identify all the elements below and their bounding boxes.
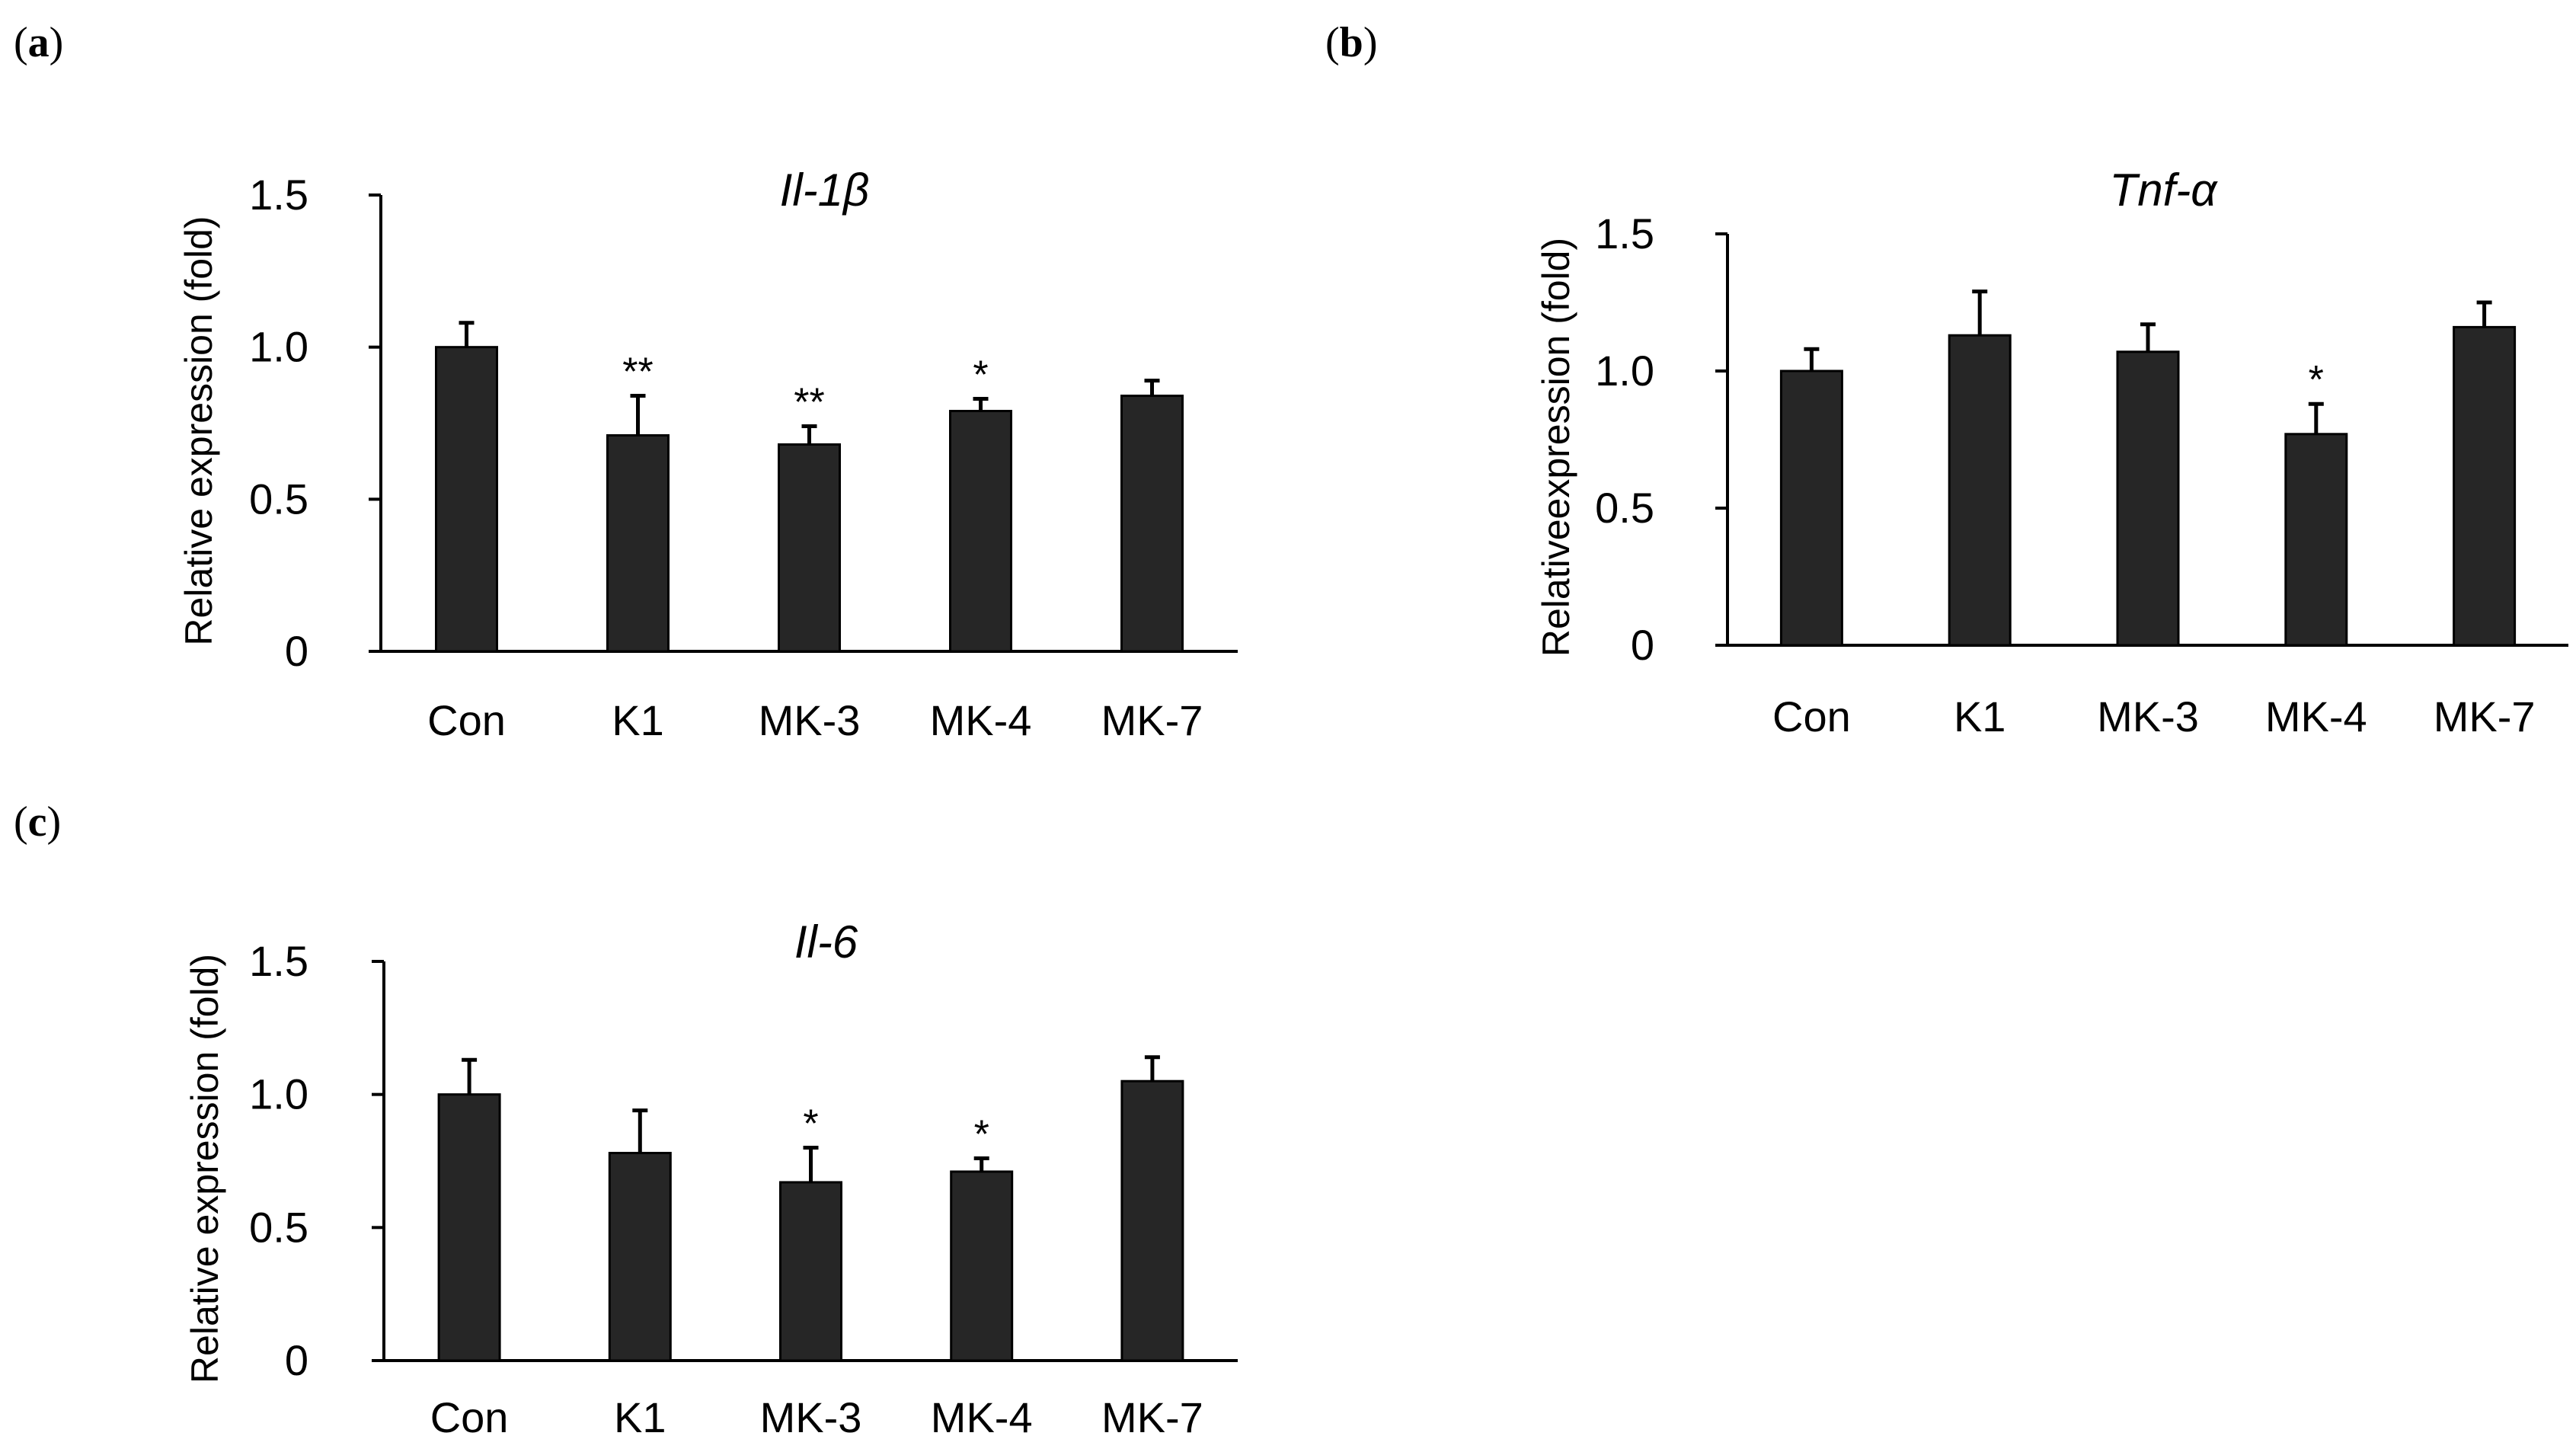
significance-marker: ** [622,350,653,395]
bar [1779,369,1843,647]
bar [2453,325,2517,647]
y-tick-label: 1.0 [1595,347,1654,395]
bar [606,433,670,653]
y-tick-label: 0.5 [249,475,308,523]
x-tick-label: MK-3 [760,1393,862,1441]
chart-title: Il-1β [780,165,870,216]
significance-marker: * [2309,358,2324,402]
y-tick-label: 0.5 [249,1203,308,1251]
bar [2116,350,2180,647]
y-tick-label: 0 [285,627,308,675]
y-axis-label: Relative expression (fold) [177,216,220,645]
panel-letter: (a) [14,19,63,66]
significance-marker: ** [794,380,824,424]
bar [1120,395,1184,653]
y-tick-label: 0 [285,1336,308,1384]
x-tick-label: Con [1772,692,1851,740]
bar [608,1152,672,1362]
y-axis-label: Relative expression (fold) [184,954,226,1383]
bar [779,1181,842,1362]
chart-panel-b: (b) 0 0.5 1.0 1.5 Relativeexpression (fold) Tn… [1325,19,2568,740]
chart-title: Tnf-α [2110,165,2219,216]
significance-marker: * [803,1102,818,1147]
bar [1948,334,2012,647]
y-tick-label: 0.5 [1595,484,1654,532]
bar [950,1170,1014,1362]
panel-letter: (b) [1325,19,1377,66]
x-tick-label: MK-4 [930,696,1032,744]
y-tick-label: 1.0 [249,1070,308,1118]
x-tick-label: Con [427,696,506,744]
bar [778,443,841,653]
y-tick-label: 1.5 [1595,209,1654,257]
y-axis-label: Relativeexpression (fold) [1535,238,1577,657]
y-tick-label: 1.0 [249,323,308,371]
x-tick-label: Con [430,1393,509,1441]
bar [949,410,1012,653]
x-tick-label: K1 [1954,692,2006,740]
panel-letter: (c) [14,798,61,846]
x-tick-label: MK-7 [1101,696,1203,744]
x-tick-label: MK-3 [2097,692,2199,740]
significance-marker: * [974,1113,989,1157]
x-tick-label: MK-4 [931,1393,1033,1441]
bar [437,1093,501,1362]
bar [1120,1079,1184,1362]
x-tick-label: MK-4 [2265,692,2367,740]
y-tick-label: 0 [1631,621,1654,669]
chart-title: Il-6 [794,916,858,967]
x-tick-label: MK-7 [2434,692,2536,740]
bar [2284,433,2348,647]
y-tick-label: 1.5 [249,171,308,219]
significance-marker: * [973,353,988,398]
chart-panel-a: (a) 0 0.5 1.0 1.5 Relative expression (fold) I… [14,19,1238,744]
x-tick-label: MK-3 [759,696,861,744]
x-tick-label: K1 [612,696,664,744]
x-tick-label: K1 [614,1393,666,1441]
y-tick-label: 1.5 [249,937,308,985]
x-tick-label: MK-7 [1101,1393,1203,1441]
chart-panel-c: (c) 0 0.5 1.0 1.5 Relative expression (fold) I… [14,798,1238,1441]
bar [435,346,498,653]
